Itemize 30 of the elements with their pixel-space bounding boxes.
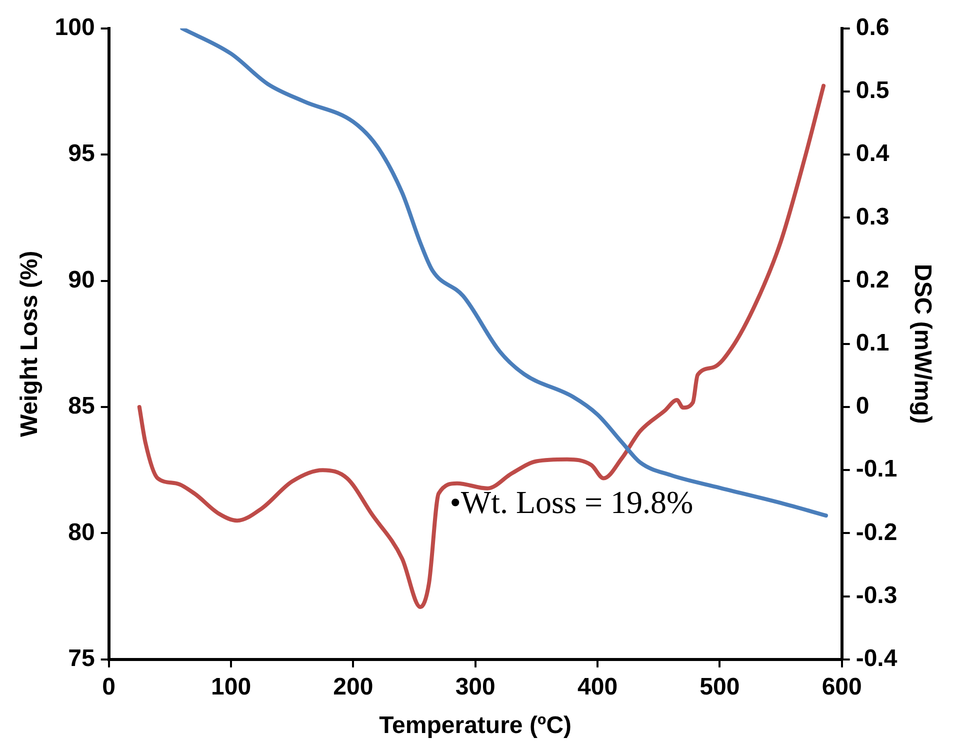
x-tick-label: 300 [455,673,496,700]
y2-tick-label: -0.1 [856,456,898,483]
y2-tick-label: 0.4 [856,140,890,168]
y2-tick-label: 0.6 [856,14,890,42]
x-tick-label: 200 [333,673,374,700]
y2-tick-label: -0.4 [856,645,898,672]
x-tick-label: 500 [700,673,740,700]
x-tick-label: 600 [822,673,862,700]
y-tick-label: 100 [54,14,95,42]
x-tick-label: 100 [210,673,252,700]
y-tick-label: 85 [68,392,95,420]
y2-tick-label: 0.1 [856,330,890,357]
y2-tick-label: -0.3 [856,582,898,609]
x-tick-label: 400 [577,673,618,700]
y2-tick-label: 0.3 [856,203,890,230]
y-tick-label: 90 [68,266,95,294]
y-tick-label: 95 [68,140,95,168]
annotation: •Wt. Loss = 19.8% [450,484,694,520]
y2-tick-label: 0.2 [856,266,890,294]
y-axis-title: Weight Loss (%) [16,250,44,438]
y2-tick-label: -0.2 [856,518,898,546]
line-series [180,28,828,518]
y-tick-label: 80 [68,518,95,546]
y2-axis-title: DSC (mW/mg) [908,264,936,424]
y2-tick-label: 0 [856,392,870,420]
x-tick-label: 0 [102,673,116,700]
y2-tick-label: 0.5 [856,77,890,104]
x-axis-title: Temperature (ºC) [379,712,572,740]
y-tick-label: 75 [68,645,95,672]
line-series [137,84,826,610]
